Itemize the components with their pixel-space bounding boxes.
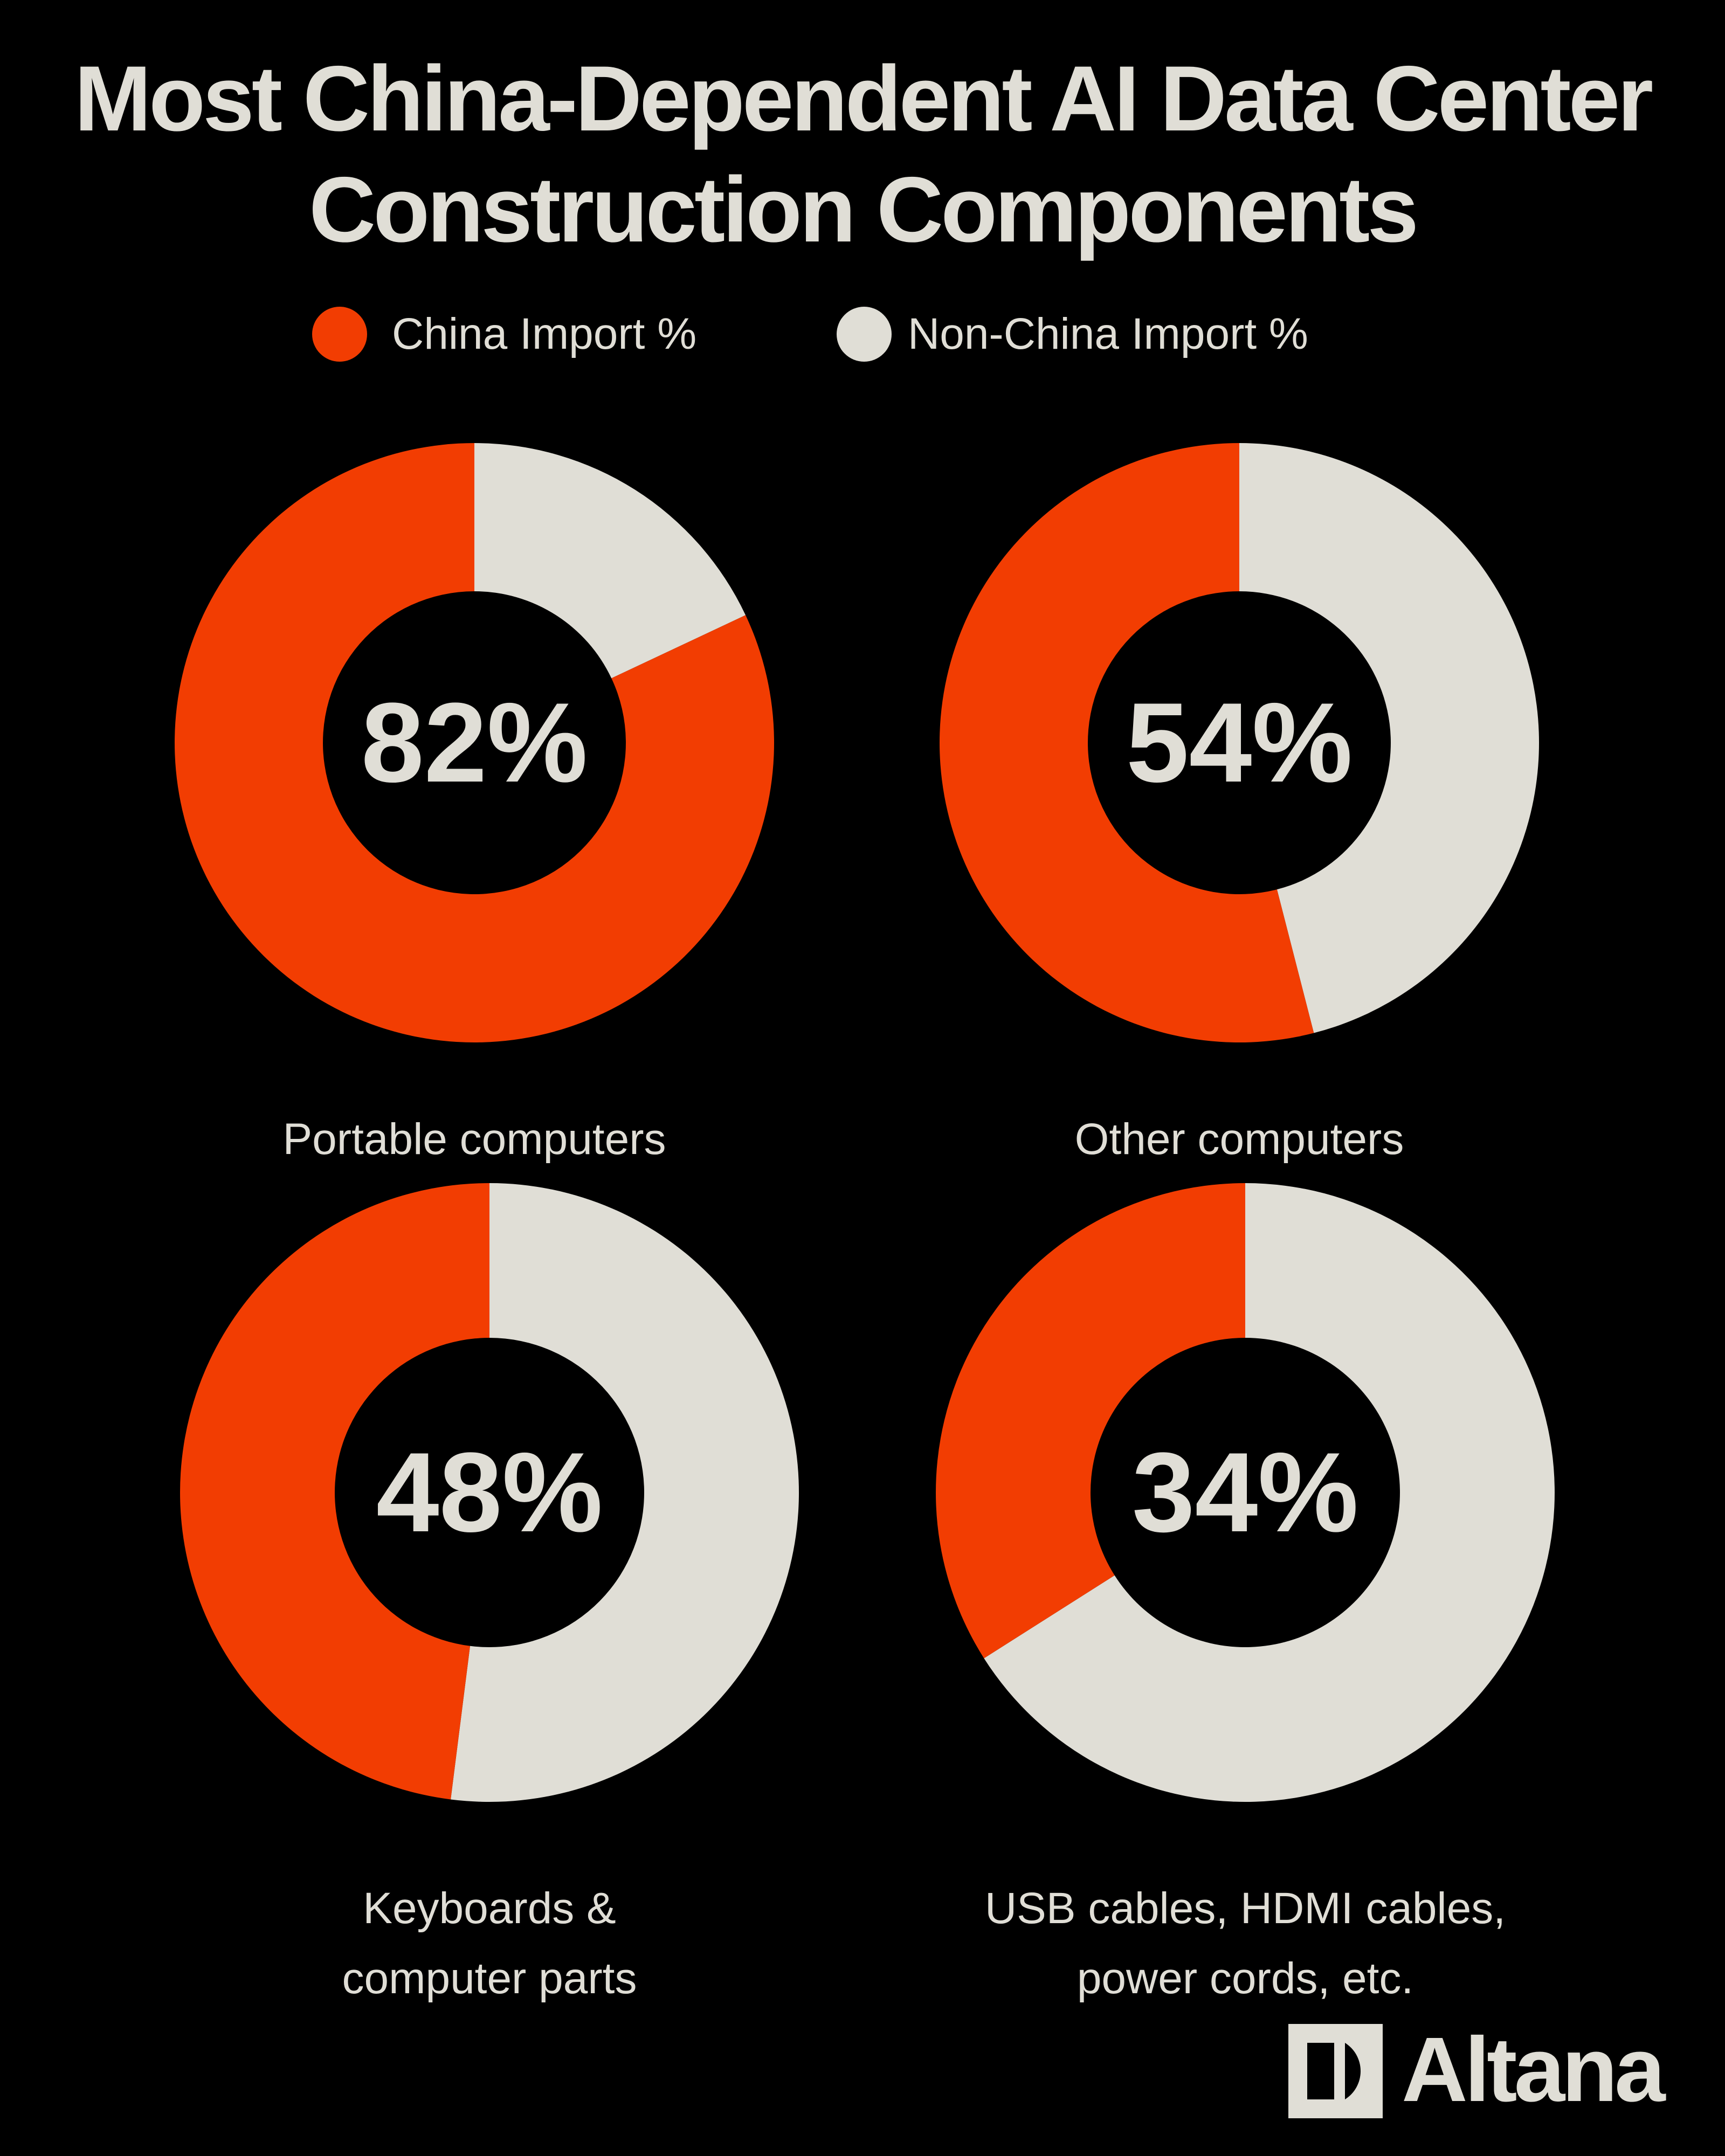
brand-name: Altana [1402, 2019, 1666, 2121]
chart-label: Portable computers [282, 1115, 666, 1164]
chart-title: Most China-Dependent AI Data Center Cons… [74, 47, 1653, 261]
legend-marker [312, 307, 367, 362]
center-value-label: 54% [1126, 679, 1353, 806]
center-value-label: 82% [361, 679, 588, 806]
donut-slice [940, 443, 1314, 1043]
donut-slice [984, 1183, 1555, 1802]
legend-marker [837, 307, 892, 362]
donut-slice [180, 1183, 490, 1800]
legend-label: China Import % [392, 309, 697, 358]
chart-label: USB cables, HDMI cables, power cords, et… [984, 1884, 1506, 2003]
donut-slice [1239, 443, 1540, 1033]
donut-slice [451, 1183, 799, 1802]
brand-icon-square [1288, 2024, 1383, 2118]
donut-slice [474, 443, 746, 679]
brand-icon-cut [1307, 2043, 1334, 2099]
center-value-label: 48% [376, 1429, 603, 1556]
donut-slice [935, 1183, 1245, 1659]
brand-icon [1288, 2024, 1383, 2118]
chart-label: Keyboards & computer parts [342, 1884, 637, 2003]
donut-slice [175, 443, 775, 1042]
chart-label: Other computers [1074, 1115, 1404, 1164]
brand-icon-cut [1345, 2043, 1361, 2099]
legend-label: Non-China Import % [908, 309, 1308, 358]
center-value-label: 34% [1132, 1429, 1358, 1556]
